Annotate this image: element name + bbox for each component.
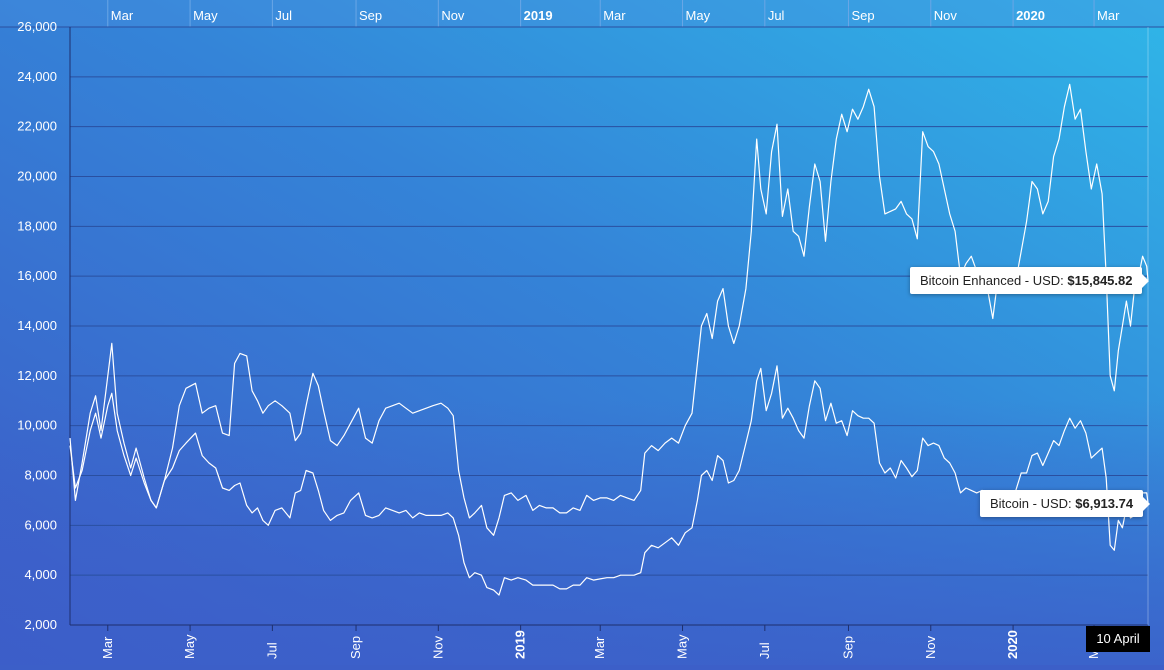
y-tick-label: 6,000	[24, 517, 57, 532]
y-tick-label: 4,000	[24, 567, 57, 582]
y-tick-label: 12,000	[17, 368, 57, 383]
x-axis: MarMayJulSepNov2019MarMayJulSepNov2020Ma…	[70, 624, 1148, 659]
navigator-tick-label: Mar	[1097, 8, 1120, 23]
x-tick-label: Mar	[592, 636, 607, 659]
tooltip-bitcoin: Bitcoin - USD: $6,913.74	[980, 490, 1151, 517]
tooltip-enhanced-label: Bitcoin Enhanced - USD:	[920, 273, 1068, 288]
x-tick-label: Jul	[757, 642, 772, 659]
y-tick-label: 26,000	[17, 19, 57, 34]
crosshair-date-badge: 10 April	[1086, 626, 1150, 652]
navigator-tick-label: Nov	[441, 8, 465, 23]
y-tick-label: 16,000	[17, 268, 57, 283]
navigator-tick-label: Sep	[851, 8, 874, 23]
tooltip-enhanced-value: $15,845.82	[1067, 273, 1133, 288]
y-tick-label: 18,000	[17, 218, 57, 233]
navigator-tick-label: Nov	[934, 8, 958, 23]
tooltip-bitcoin-value: $6,913.74	[1075, 496, 1134, 511]
x-tick-label: 2019	[513, 630, 528, 659]
x-tick-label: May	[182, 634, 197, 659]
y-tick-label: 20,000	[17, 169, 57, 184]
y-tick-label: 22,000	[17, 119, 57, 134]
tooltip-enhanced-arrow	[1142, 273, 1150, 288]
tooltip-bitcoin-arrow	[1143, 496, 1151, 511]
x-tick-label: May	[675, 634, 690, 659]
navigator-tick-label: Sep	[359, 8, 382, 23]
x-tick-label: Jul	[264, 642, 279, 659]
y-tick-label: 8,000	[24, 468, 57, 483]
x-tick-label: 2020	[1005, 630, 1020, 659]
x-tick-label: Sep	[348, 636, 363, 659]
navigator-tick-label: May	[686, 8, 711, 23]
x-tick-label: Nov	[430, 635, 445, 659]
x-tick-label: Mar	[100, 636, 115, 659]
navigator-tick-label: May	[193, 8, 218, 23]
navigator-band[interactable]: Mar May Jul Sep Nov 2019 Mar May Jul Sep Nov 2020 Ma…	[0, 0, 1164, 28]
y-tick-label: 14,000	[17, 318, 57, 333]
navigator-tick-label: Jul	[275, 8, 292, 23]
navigator-tick-label: 2019	[524, 8, 553, 23]
navigator-tick-label: Mar	[111, 8, 134, 23]
y-tick-label: 2,000	[24, 617, 57, 632]
y-tick-label: 10,000	[17, 418, 57, 433]
navigator-background	[0, 0, 1164, 27]
tooltip-bitcoin-label: Bitcoin - USD:	[990, 496, 1076, 511]
y-axis: 26,000 24,000 22,000 20,000 18,000 16,000 14,0…	[17, 19, 71, 632]
x-tick-label: Sep	[840, 636, 855, 659]
tooltip-bitcoin-enhanced: Bitcoin Enhanced - USD: $15,845.82	[910, 267, 1150, 294]
navigator-tick-label: Jul	[768, 8, 785, 23]
navigator-tick-label: Mar	[603, 8, 626, 23]
navigator-tick-label: 2020	[1016, 8, 1045, 23]
y-tick-label: 24,000	[17, 69, 57, 84]
x-tick-label: Nov	[923, 635, 938, 659]
